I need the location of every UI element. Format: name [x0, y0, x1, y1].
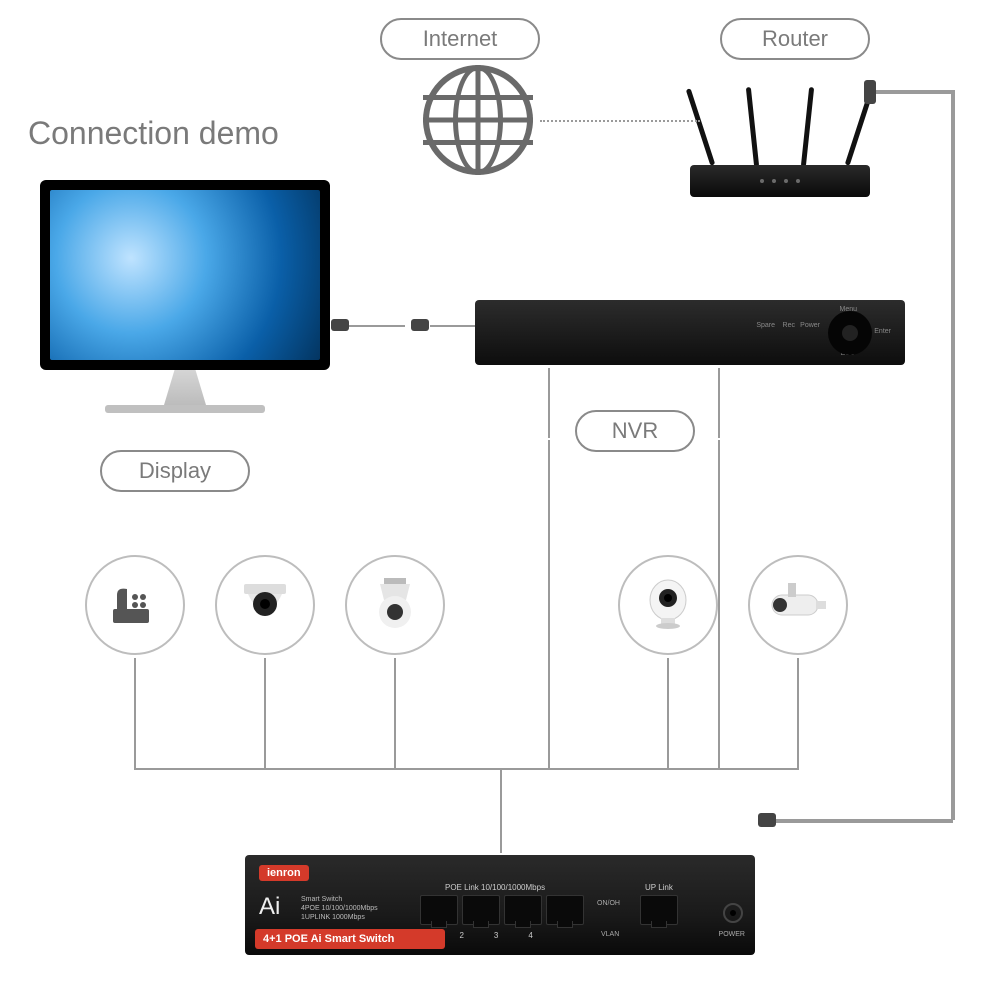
uplink-label: UP Link [645, 883, 673, 892]
diagram-canvas: Connection demo Internet Router Display … [0, 0, 1000, 1000]
device-dome-camera [215, 555, 315, 655]
power-label: POWER [719, 931, 745, 938]
onoff-label: ON/OH [597, 900, 620, 907]
switch-spec: Smart Switch 4POE 10/100/1000Mbps 1UPLIN… [301, 895, 378, 922]
poe-ports [420, 895, 584, 925]
poe-switch: ienron Ai Smart Switch 4POE 10/100/1000M… [245, 855, 755, 955]
device-bullet-camera [748, 555, 848, 655]
display-label: Display [100, 450, 250, 492]
router-icon [690, 165, 870, 197]
uplink-port [640, 895, 678, 925]
switch-model-bar: 4+1 POE Ai Smart Switch [255, 929, 445, 949]
switch-brand: ienron [259, 865, 309, 881]
nvr-icon: Spare Rec Power Menu Enter ESC [475, 300, 905, 365]
router-label: Router [720, 18, 870, 60]
display-icon [40, 180, 330, 413]
poe-link-label: POE Link 10/100/1000Mbps [445, 883, 545, 892]
power-port-icon [723, 903, 743, 923]
device-ptz-camera [345, 555, 445, 655]
vlan-label: VLAN [601, 931, 619, 938]
globe-icon [423, 65, 533, 175]
device-phone [85, 555, 185, 655]
device-indoor-camera [618, 555, 718, 655]
nvr-label: NVR [575, 410, 695, 452]
internet-label: Internet [380, 18, 540, 60]
page-title: Connection demo [28, 115, 279, 152]
switch-ai-label: Ai [259, 893, 280, 921]
